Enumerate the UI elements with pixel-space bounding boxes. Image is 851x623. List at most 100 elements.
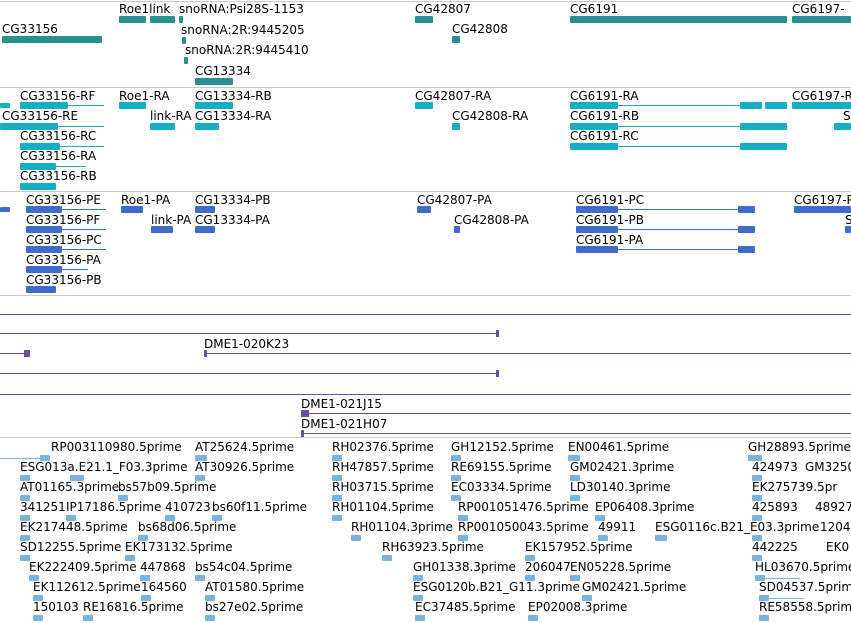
est-feature[interactable] <box>413 595 423 601</box>
transcript-feature[interactable] <box>119 102 146 109</box>
est-feature[interactable] <box>655 535 667 541</box>
transcript-label-cg42808-ra[interactable]: CG42808-RA <box>452 109 529 123</box>
transcript-feature[interactable] <box>195 102 233 109</box>
protein-feature[interactable] <box>26 286 56 293</box>
est-feature[interactable] <box>83 615 93 621</box>
est-feature[interactable] <box>33 615 43 621</box>
transcript-feature[interactable] <box>415 102 433 109</box>
est-label[interactable]: RE16816.5prime <box>83 600 184 614</box>
est-label[interactable]: 442225 <box>752 540 798 554</box>
est-feature[interactable] <box>759 615 769 621</box>
est-feature[interactable] <box>212 515 222 521</box>
est-label[interactable]: EP06408.3prime <box>595 500 695 514</box>
est-label[interactable]: 425893 <box>752 500 798 514</box>
est-feature[interactable] <box>332 455 342 461</box>
est-feature[interactable] <box>20 535 30 541</box>
clone-line[interactable] <box>0 394 851 395</box>
gene-feature[interactable] <box>415 16 433 23</box>
est-label[interactable]: EK0 <box>826 540 850 554</box>
gene-feature[interactable] <box>119 16 146 23</box>
transcript-feature[interactable] <box>452 123 460 130</box>
protein-feature[interactable] <box>195 206 215 213</box>
est-label[interactable]: EK275739.5pr <box>752 480 838 494</box>
transcript-feature[interactable] <box>834 123 851 130</box>
gene-feature[interactable] <box>150 16 175 23</box>
protein-feature[interactable] <box>26 226 62 233</box>
est-feature[interactable] <box>528 615 538 621</box>
est-feature[interactable] <box>332 475 342 481</box>
est-label[interactable]: RH63923.5prime <box>382 540 484 554</box>
protein-label-cg13334-pb[interactable]: CG13334-PB <box>195 193 271 207</box>
est-feature[interactable] <box>66 515 76 521</box>
est-label[interactable]: bs27e02.5prime <box>205 600 304 614</box>
est-label[interactable]: SD04537.5prime <box>759 580 851 594</box>
est-feature[interactable] <box>570 575 580 581</box>
est-feature[interactable] <box>125 555 135 561</box>
est-label[interactable]: GM3250 <box>805 460 851 474</box>
est-feature[interactable] <box>332 515 342 521</box>
protein-feature[interactable] <box>738 246 755 253</box>
clone-line[interactable] <box>301 433 851 434</box>
est-label[interactable]: GH28893.5prime <box>748 440 851 454</box>
est-feature[interactable] <box>140 575 150 581</box>
gene-feature[interactable] <box>179 16 183 23</box>
transcript-feature[interactable] <box>740 143 787 150</box>
est-feature[interactable] <box>759 595 769 601</box>
transcript-feature[interactable] <box>0 123 58 130</box>
est-feature[interactable] <box>451 475 461 481</box>
gene-label-psi28s[interactable]: snoRNA:Psi28S-1153 <box>179 2 304 16</box>
est-label[interactable]: AT01580.5prime <box>205 580 305 594</box>
protein-label-cg6197[interactable]: CG6197-P <box>794 193 851 207</box>
est-label[interactable]: LD30140.3prime <box>570 480 671 494</box>
est-label[interactable]: 150103 <box>33 600 79 614</box>
est-feature[interactable] <box>458 515 468 521</box>
gene-feature[interactable] <box>570 16 787 23</box>
est-feature[interactable] <box>525 555 535 561</box>
est-feature[interactable] <box>752 555 762 561</box>
protein-feature[interactable] <box>26 246 62 253</box>
protein-feature[interactable] <box>794 206 851 213</box>
est-feature[interactable] <box>570 495 580 501</box>
protein-label-link-pa[interactable]: link-PA <box>151 213 192 227</box>
est-label[interactable]: 48927 <box>815 500 851 514</box>
est-label[interactable]: AT25624.5prime <box>195 440 295 454</box>
gene-label-cg42807[interactable]: CG42807 <box>415 2 471 16</box>
protein-label-cg6191-pc[interactable]: CG6191-PC <box>576 193 645 207</box>
protein-feature[interactable] <box>0 207 10 212</box>
protein-label-cg33156-pf[interactable]: CG33156-PF <box>26 213 101 227</box>
est-label[interactable]: 447868 <box>140 560 186 574</box>
est-label[interactable]: EN05228.5prime <box>570 560 672 574</box>
transcript-feature[interactable] <box>740 123 787 130</box>
est-feature[interactable] <box>451 495 461 501</box>
transcript-feature[interactable] <box>792 102 851 109</box>
est-feature[interactable] <box>451 455 461 461</box>
est-feature[interactable] <box>332 495 342 501</box>
protein-label-cg6191-pb[interactable]: CG6191-PB <box>576 213 645 227</box>
transcript-label-edge[interactable]: S- <box>843 109 851 123</box>
est-label[interactable]: EK217448.5prime <box>20 520 128 534</box>
protein-feature[interactable] <box>576 206 618 213</box>
est-feature[interactable] <box>413 575 423 581</box>
est-label[interactable]: RH47857.5prime <box>332 460 434 474</box>
est-label[interactable]: bs57b09.5prime <box>118 480 217 494</box>
gene-feature[interactable] <box>2 36 102 43</box>
est-feature[interactable] <box>570 475 580 481</box>
est-feature[interactable] <box>205 595 215 601</box>
est-label[interactable]: 424973 <box>752 460 798 474</box>
transcript-label-cg33156-rb[interactable]: CG33156-RB <box>20 169 97 183</box>
est-label[interactable]: AT30926.5prime <box>195 460 295 474</box>
est-feature[interactable] <box>595 515 605 521</box>
protein-label-cg33156-pa[interactable]: CG33156-PA <box>26 253 101 267</box>
protein-label-edge[interactable]: S <box>845 213 851 227</box>
est-label[interactable]: GH12152.5prime <box>451 440 554 454</box>
est-feature[interactable] <box>20 475 30 481</box>
clone-label-dme1-020k23[interactable]: DME1-020K23 <box>204 337 290 351</box>
protein-feature[interactable] <box>454 226 460 233</box>
est-feature[interactable] <box>752 475 762 481</box>
est-feature[interactable] <box>568 455 580 461</box>
protein-feature[interactable] <box>576 226 618 233</box>
gene-label-roe1link[interactable]: Roe1link <box>119 2 171 16</box>
est-label[interactable]: 206047 <box>525 560 571 574</box>
est-label[interactable]: GH01338.3prime <box>413 560 516 574</box>
est-feature[interactable] <box>165 515 175 521</box>
